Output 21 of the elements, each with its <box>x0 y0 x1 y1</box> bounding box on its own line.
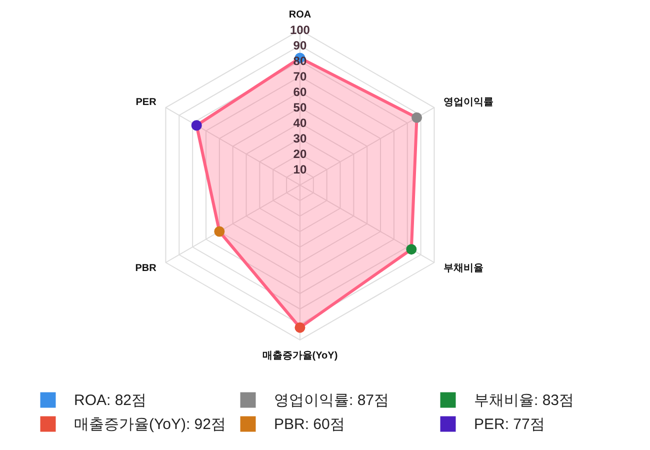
y-tick-label: 30 <box>293 132 307 146</box>
text: 영업이익률: 87점 <box>274 392 390 409</box>
spoke-label: 부채비율 <box>444 262 484 274</box>
y-tick-label: 60 <box>293 85 307 100</box>
text: 부채비율: 83점 <box>474 392 574 409</box>
y-tick-label: 70 <box>293 70 307 84</box>
text: 매출증가율(YoY): 92점 <box>74 416 226 433</box>
y-tick-label: 100 <box>290 23 310 38</box>
y-tick-label: 10 <box>293 162 307 177</box>
text: PBR: 60점 <box>274 416 345 433</box>
spoke-label: 영업이익률 <box>444 97 494 108</box>
y-tick-label: 90 <box>293 38 307 53</box>
spoke-label: 매출증가율(YoY) <box>262 350 338 362</box>
y-tick-label: 20 <box>293 147 307 162</box>
text: PER: 77점 <box>474 416 545 433</box>
y-tick-label: 50 <box>293 100 307 115</box>
y-tick-label: 40 <box>293 116 307 130</box>
spoke-label: PBR <box>135 262 158 274</box>
spoke-label: PER <box>136 97 158 108</box>
text: ROA: 82점 <box>74 392 147 409</box>
spoke-label: ROA <box>288 10 312 21</box>
